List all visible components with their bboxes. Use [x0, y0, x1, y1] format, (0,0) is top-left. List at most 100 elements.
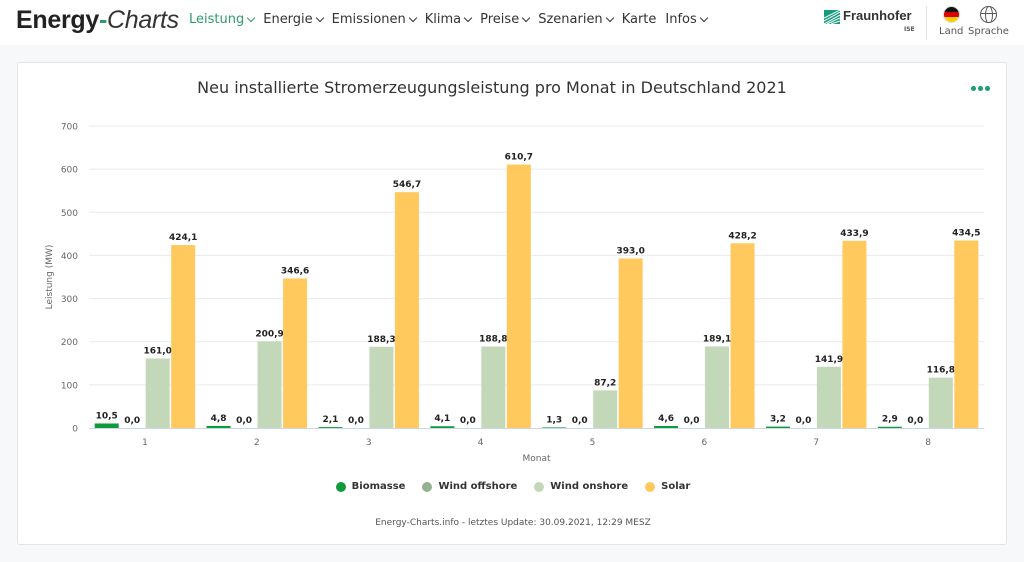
chevron-down-icon	[521, 13, 531, 23]
legend-marker-icon	[534, 481, 545, 492]
germany-flag-icon	[942, 6, 960, 23]
x-tick-label: 6	[701, 438, 707, 448]
data-label: 10,5	[96, 411, 118, 421]
nav-item-szenarien[interactable]: Szenarien	[538, 12, 614, 27]
bar-solar	[954, 240, 979, 428]
bar-biomasse	[430, 426, 455, 428]
data-label: 116,8	[927, 366, 955, 376]
fraunhofer-ise-logo[interactable]: Fraunhofer ISE	[824, 8, 915, 33]
data-label: 1,3	[546, 415, 562, 425]
nav-item-preise[interactable]: Preise	[480, 12, 531, 27]
logo-main-text: Energy	[16, 6, 99, 34]
legend-label: Wind onshore	[550, 481, 629, 492]
chart-title: Neu installierte Stromerzeugungsleistung…	[197, 78, 787, 97]
chart-legend: Biomasse Wind offshore Wind onshore Solar	[18, 481, 1008, 492]
fraunhofer-name: Fraunhofer	[843, 8, 912, 23]
bar-wind-onshore	[816, 366, 841, 428]
data-label: 2,9	[882, 415, 898, 425]
bar-solar	[618, 258, 643, 428]
chevron-down-icon	[246, 13, 256, 23]
bar-wind-onshore	[369, 346, 394, 428]
bar-biomasse	[654, 426, 679, 428]
nav-item-emissionen[interactable]: Emissionen	[331, 12, 417, 27]
legend-label: Wind offshore	[438, 481, 518, 492]
chevron-down-icon	[605, 13, 614, 23]
bar-biomasse	[206, 425, 231, 428]
nav-item-leistung[interactable]: Leistung	[189, 12, 256, 27]
data-label: 346,6	[281, 266, 309, 276]
nav-item-energie[interactable]: Energie	[263, 12, 324, 27]
bar-solar	[394, 192, 419, 428]
y-tick-label: 200	[61, 338, 78, 348]
logo-dash: -	[98, 6, 107, 34]
data-label: 141,9	[815, 355, 843, 365]
nav-item-label: Karte	[621, 12, 657, 27]
menu-dot-icon	[971, 86, 976, 91]
legend-item-wind-onshore[interactable]: Wind onshore	[534, 481, 628, 492]
nav-item-klima[interactable]: Klima	[424, 12, 473, 27]
nav-item-label: Energie	[263, 12, 313, 27]
fraunhofer-mark-icon	[824, 10, 840, 24]
chevron-down-icon	[315, 13, 324, 23]
bar-wind-onshore	[257, 341, 282, 428]
data-label: 0,0	[795, 416, 811, 426]
legend-item-solar[interactable]: Solar	[645, 481, 690, 492]
data-label: 188,8	[479, 335, 507, 345]
nav-item-infos[interactable]: Infos	[665, 12, 709, 27]
bar-wind-onshore	[481, 346, 506, 428]
chart-menu-button[interactable]	[971, 86, 990, 91]
bar-solar	[283, 278, 308, 428]
language-button[interactable]: Sprache	[968, 6, 1009, 37]
logo-italic-text: Charts	[107, 6, 179, 34]
legend-marker-icon	[422, 481, 433, 492]
country-button[interactable]: Land	[939, 6, 963, 37]
y-tick-label: 0	[72, 425, 78, 435]
language-label: Sprache	[968, 26, 1009, 37]
chevron-down-icon	[408, 13, 417, 23]
data-label: 87,2	[594, 378, 616, 388]
data-label: 0,0	[236, 416, 252, 426]
y-tick-label: 700	[61, 123, 78, 133]
energy-charts-logo[interactable]: Energy-Charts	[16, 6, 179, 35]
top-navigation-bar: Energy-Charts Leistung Energie Emissionen K…	[0, 0, 1024, 45]
y-tick-label: 500	[61, 209, 78, 219]
data-label: 2,1	[322, 415, 338, 425]
x-tick-label: 1	[142, 438, 148, 448]
y-tick-label: 300	[61, 295, 78, 305]
x-tick-label: 8	[925, 438, 931, 448]
menu-dot-icon	[985, 86, 990, 91]
bar-solar	[842, 240, 867, 428]
legend-item-biomasse[interactable]: Biomasse	[335, 481, 405, 492]
x-tick-label: 7	[813, 438, 819, 448]
main-menu: Leistung Energie Emissionen Klima Preise Szen…	[189, 12, 716, 27]
nav-item-label: Infos	[665, 12, 697, 27]
country-label: Land	[939, 26, 964, 37]
data-label: 4,1	[434, 414, 450, 424]
legend-item-wind-offshore[interactable]: Wind offshore	[422, 481, 517, 492]
data-label: 0,0	[684, 416, 700, 426]
bar-wind-onshore	[705, 346, 730, 428]
data-label: 0,0	[460, 416, 476, 426]
menu-dot-icon	[978, 86, 983, 91]
data-label: 200,9	[255, 329, 283, 339]
header-divider	[926, 6, 927, 40]
data-label: 428,2	[728, 231, 756, 241]
bar-wind-onshore	[593, 390, 618, 428]
nav-item-label: Preise	[480, 12, 520, 27]
legend-marker-icon	[335, 481, 346, 492]
nav-item-karte[interactable]: Karte	[622, 12, 657, 27]
bar-wind-onshore	[928, 377, 953, 428]
data-label: 610,7	[505, 153, 533, 163]
nav-item-label: Klima	[424, 12, 462, 27]
bar-chart: 0 100 200 300 400 500 600 700 Leistung (MW) 10,5 0…	[45, 123, 984, 464]
data-label: 4,6	[658, 414, 674, 424]
nav-item-label: Emissionen	[331, 12, 406, 27]
bar-biomasse	[765, 426, 790, 428]
data-label: 4,8	[211, 414, 227, 424]
nav-item-label: Szenarien	[538, 12, 603, 27]
x-axis-title: Monat	[522, 454, 550, 464]
x-tick-label: 4	[478, 438, 484, 448]
nav-item-label: Leistung	[189, 12, 245, 27]
x-tick-label: 2	[254, 438, 260, 448]
chevron-down-icon	[699, 13, 709, 23]
